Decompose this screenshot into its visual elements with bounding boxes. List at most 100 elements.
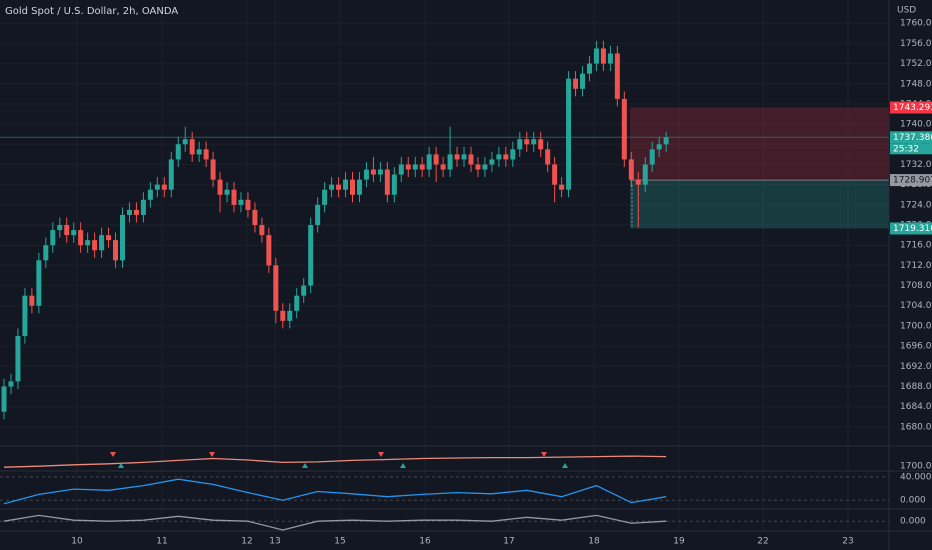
- candle-body: [266, 235, 272, 266]
- candle-body: [370, 169, 376, 175]
- stop-price-label: 1743.293: [893, 103, 932, 113]
- candle-body: [22, 295, 28, 337]
- candle-body: [78, 230, 84, 246]
- candle-body: [50, 230, 56, 246]
- y-tick-label: 1712.000: [900, 261, 932, 271]
- candle-body: [154, 184, 160, 190]
- candle-body: [391, 174, 397, 195]
- stop-zone: [630, 107, 889, 181]
- candle-body: [363, 169, 369, 180]
- candle-body: [350, 179, 355, 195]
- last-price-label-box: [890, 131, 932, 144]
- candle-body: [621, 98, 627, 160]
- candle-body: [343, 179, 349, 190]
- x-tick-label: 11: [156, 537, 167, 547]
- y-tick-label: 1688.000: [900, 382, 932, 392]
- candle-body: [586, 63, 592, 74]
- x-tick-label: 22: [757, 537, 768, 547]
- candle-body: [175, 144, 181, 160]
- x-tick-label: 16: [419, 537, 431, 547]
- x-tick-label: 15: [334, 537, 345, 547]
- candle-body: [552, 164, 558, 185]
- plot: [0, 40, 889, 420]
- candle-body: [301, 285, 307, 296]
- candle-body: [259, 225, 265, 236]
- last-price-label: 1737.386: [893, 133, 932, 143]
- candle-body: [189, 139, 195, 155]
- candle-body: [287, 310, 293, 321]
- candle-body: [412, 164, 418, 170]
- candle-body: [161, 184, 167, 190]
- entry-price-label: 1728.907: [893, 176, 932, 186]
- signal-marker: [209, 452, 215, 457]
- pane-tick-label: 0.000: [900, 496, 926, 506]
- candle-body: [656, 144, 662, 150]
- stop-price-label-box: [890, 101, 932, 114]
- candle-body: [607, 53, 613, 64]
- candle-body: [238, 199, 244, 205]
- y-tick-label: 1760.000: [900, 19, 932, 29]
- candle-body: [545, 149, 551, 165]
- candle-body: [308, 225, 314, 286]
- candle-body: [440, 164, 446, 170]
- candle-body: [29, 295, 35, 306]
- candle-body: [405, 164, 411, 170]
- y-tick-label: 1692.000: [900, 362, 932, 372]
- candle-body: [482, 164, 488, 170]
- candle-body: [475, 164, 481, 170]
- pane-tick-label: 40.000: [900, 472, 932, 482]
- grid: [0, 0, 889, 531]
- candle-body: [614, 53, 620, 99]
- candle-body: [384, 169, 390, 195]
- x-tick-label: 17: [503, 537, 514, 547]
- candle-body: [15, 336, 21, 382]
- candle-body: [182, 139, 188, 145]
- candle-body: [447, 154, 453, 170]
- x-tick-label: 13: [269, 537, 280, 547]
- candle-body: [336, 184, 342, 190]
- candle-body: [517, 139, 523, 150]
- candle-body: [196, 149, 202, 155]
- currency-label: USD: [897, 6, 916, 16]
- x-tick-label: 23: [842, 537, 853, 547]
- x-tick-label: 19: [673, 537, 685, 547]
- candle-body: [252, 209, 258, 226]
- candle-body: [454, 154, 460, 160]
- candle-body: [71, 230, 77, 236]
- candle-body: [1, 386, 7, 412]
- countdown-box: [890, 143, 932, 155]
- candle-body: [280, 310, 286, 321]
- chart-title: Gold Spot / U.S. Dollar, 2h, OANDA: [5, 6, 178, 17]
- signal-marker: [400, 463, 406, 468]
- indicator-line: [3, 514, 667, 531]
- candle-body: [92, 240, 98, 251]
- pane-tick-label: 0.000: [900, 517, 926, 527]
- y-tick-label: 1684.000: [900, 402, 932, 412]
- y-tick-label: 1756.000: [900, 39, 932, 49]
- entry-price-label-box: [890, 174, 932, 187]
- candle-body: [538, 139, 544, 150]
- candle-body: [559, 184, 565, 190]
- candle-body: [64, 225, 70, 236]
- candle-body: [489, 159, 495, 165]
- candle-body: [106, 235, 112, 241]
- y-tick-label: 1716.000: [900, 241, 932, 251]
- candle-body: [133, 209, 139, 215]
- candle-body: [119, 214, 125, 261]
- y-tick-label: 1704.000: [900, 301, 932, 311]
- candle-body: [231, 189, 237, 205]
- y-tick-label: 1740.000: [900, 120, 932, 130]
- signal-marker: [562, 463, 568, 468]
- candle-body: [294, 295, 300, 311]
- candle-body: [419, 164, 425, 170]
- candle-body: [57, 225, 63, 231]
- candle-body: [203, 149, 209, 160]
- candle-body: [461, 154, 467, 160]
- candle-body: [329, 184, 335, 190]
- candle-body: [426, 154, 432, 170]
- signal-marker: [302, 463, 308, 468]
- target-zone: [630, 180, 889, 229]
